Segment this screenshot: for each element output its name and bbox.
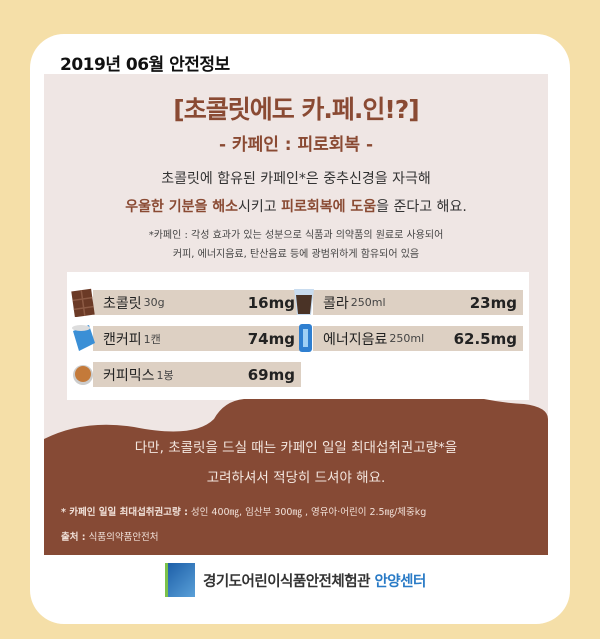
item-unit: 1캔 bbox=[143, 332, 161, 346]
item-unit: 250ml bbox=[350, 296, 386, 309]
item-value: 62.5mg bbox=[453, 329, 517, 348]
item-value: 23mg bbox=[469, 293, 517, 312]
intro-highlight: 우울한 기분을 해소 bbox=[125, 199, 238, 215]
info-panel: [초콜릿에도 카.페.인!?] - 카페인 : 피로회복 - 초콜릿에 함유된 … bbox=[44, 74, 548, 555]
warning-line-1: 다만, 초콜릿을 드실 때는 카페인 일일 최대섭취권고량*을 bbox=[134, 440, 458, 456]
coffee-can-icon bbox=[72, 325, 95, 351]
caffeine-content-list: 초콜릿 30g 16mg 콜라 250ml 23mg 캔커피 1캔 74mg 에너지음료 2… bbox=[67, 272, 529, 400]
center-name: 안양센터 bbox=[374, 573, 426, 590]
intro-highlight: 피로회복에 도움 bbox=[281, 199, 377, 215]
item-value: 69mg bbox=[247, 365, 295, 384]
gyeonggi-logo bbox=[165, 563, 195, 597]
footnote-label: * 카페인 일일 최대섭취권고량 : bbox=[61, 507, 188, 518]
item-name: 초콜릿 bbox=[103, 295, 142, 312]
source: 출처 : 식품의약품안전처 bbox=[61, 529, 159, 543]
item-unit: 1봉 bbox=[156, 368, 174, 382]
source-label: 출처 : bbox=[61, 532, 86, 543]
footnote-text: 성인 400㎎, 임산부 300㎎ , 영유아·어린이 2.5㎎/체중kg bbox=[187, 507, 427, 518]
source-text: 식품의약품안전처 bbox=[85, 532, 159, 543]
intro-text: 을 준다고 해요. bbox=[376, 199, 467, 215]
list-item: 커피믹스 1봉 69mg bbox=[73, 362, 301, 387]
intro-text: 시키고 bbox=[238, 199, 282, 215]
chocolate-wave bbox=[44, 399, 548, 555]
subtitle: - 카페인 : 피로회복 - bbox=[218, 135, 374, 155]
item-value: 16mg bbox=[247, 293, 295, 312]
intro-line-1: 초콜릿에 함유된 카페인*은 중추신경을 자극해 bbox=[161, 171, 431, 187]
header-title: 2019년 06월 안전정보 bbox=[60, 55, 230, 75]
list-item: 콜라 250ml 23mg bbox=[294, 289, 523, 315]
list-item: 캔커피 1캔 74mg bbox=[72, 325, 301, 351]
intake-footnote: * 카페인 일일 최대섭취권고량 : 성인 400㎎, 임산부 300㎎ , 영… bbox=[61, 504, 426, 518]
item-name: 에너지음료 bbox=[323, 331, 388, 348]
org-name: 경기도어린이식품안전체험관 bbox=[203, 573, 375, 590]
list-item: 에너지음료 250ml 62.5mg bbox=[299, 324, 523, 352]
intro-line-2: 우울한 기분을 해소시키고 피로회복에 도움을 준다고 해요. bbox=[44, 196, 548, 216]
organization-name: 경기도어린이식품안전체험관 안양센터 bbox=[203, 570, 426, 591]
cola-glass-icon bbox=[294, 289, 314, 315]
item-value: 74mg bbox=[247, 329, 295, 348]
main-title: [초콜릿에도 카.페.인!?] bbox=[173, 95, 419, 124]
note-line-1: *카페인 : 각성 효과가 있는 성분으로 식품과 의약품의 원료로 사용되어 bbox=[148, 230, 444, 241]
item-name: 콜라 bbox=[323, 295, 349, 312]
coffee-cup-icon bbox=[73, 365, 93, 385]
item-unit: 30g bbox=[143, 296, 165, 309]
footer: 경기도어린이식품안전체험관 안양센터 bbox=[165, 563, 426, 597]
energy-drink-icon bbox=[299, 324, 312, 352]
warning-line-2: 고려하셔서 적당히 드셔야 해요. bbox=[206, 470, 386, 486]
chocolate-bar-icon bbox=[71, 288, 95, 317]
item-name: 캔커피 bbox=[103, 331, 142, 348]
item-name: 커피믹스 bbox=[103, 367, 155, 384]
list-item: 초콜릿 30g 16mg bbox=[71, 288, 301, 317]
note-line-2: 커피, 에너지음료, 탄산음료 등에 광범위하게 함유되어 있음 bbox=[172, 249, 420, 260]
item-unit: 250ml bbox=[389, 332, 425, 345]
